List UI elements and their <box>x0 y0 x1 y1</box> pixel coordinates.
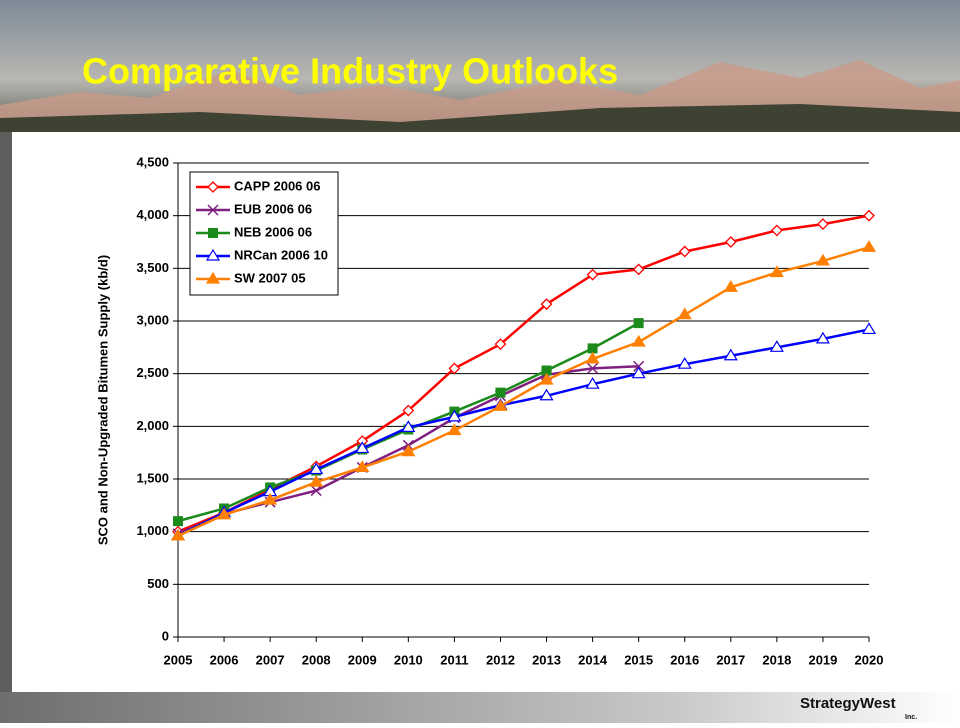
y-tick-label: 4,000 <box>136 207 169 222</box>
y-tick-label: 3,500 <box>136 260 169 275</box>
marker <box>679 309 691 319</box>
x-tick-label: 2007 <box>256 652 285 667</box>
left-edge <box>0 132 12 692</box>
logo: StrategyWest <box>800 695 896 712</box>
y-tick-label: 500 <box>147 576 169 591</box>
x-tick-label: 2019 <box>808 652 837 667</box>
legend-marker <box>208 228 218 238</box>
x-tick-label: 2009 <box>348 652 377 667</box>
y-axis-label: SCO and Non-Upgraded Bitumen Supply (kb/… <box>95 255 110 545</box>
x-tick-label: 2013 <box>532 652 561 667</box>
marker <box>634 264 644 274</box>
x-tick-label: 2014 <box>578 652 608 667</box>
y-tick-label: 1,500 <box>136 470 169 485</box>
marker <box>772 225 782 235</box>
slide-title: Comparative Industry Outlooks <box>82 51 618 92</box>
series-line <box>178 329 869 535</box>
x-tick-label: 2017 <box>716 652 745 667</box>
x-tick-label: 2008 <box>302 652 331 667</box>
x-tick-label: 2012 <box>486 652 515 667</box>
marker <box>864 211 874 221</box>
marker <box>863 241 875 251</box>
marker <box>863 323 875 333</box>
legend-label: NEB 2006 06 <box>234 224 312 239</box>
x-tick-label: 2015 <box>624 652 653 667</box>
marker <box>726 237 736 247</box>
y-tick-label: 0 <box>162 628 169 643</box>
y-tick-label: 4,500 <box>136 154 169 169</box>
legend-label: EUB 2006 06 <box>234 201 312 216</box>
y-tick-label: 2,000 <box>136 418 169 433</box>
marker <box>634 318 644 328</box>
legend-label: NRCan 2006 10 <box>234 247 328 262</box>
x-tick-label: 2011 <box>440 652 468 667</box>
slide: Comparative Industry Outlooks StrategyWe… <box>0 0 960 723</box>
y-tick-label: 2,500 <box>136 365 169 380</box>
legend-label: CAPP 2006 06 <box>234 178 321 193</box>
x-tick-label: 2020 <box>855 652 884 667</box>
x-tick-label: 2005 <box>164 652 193 667</box>
marker <box>495 388 505 398</box>
x-tick-label: 2018 <box>762 652 791 667</box>
logo-sub: Inc. <box>905 714 917 721</box>
y-tick-label: 1,000 <box>136 523 169 538</box>
marker <box>633 336 645 346</box>
x-tick-label: 2006 <box>210 652 239 667</box>
marker <box>173 516 183 526</box>
x-tick-label: 2010 <box>394 652 423 667</box>
legend-label: SW 2007 05 <box>234 270 306 285</box>
y-tick-label: 3,000 <box>136 312 169 327</box>
marker <box>818 219 828 229</box>
marker <box>680 246 690 256</box>
x-tick-label: 2016 <box>670 652 699 667</box>
